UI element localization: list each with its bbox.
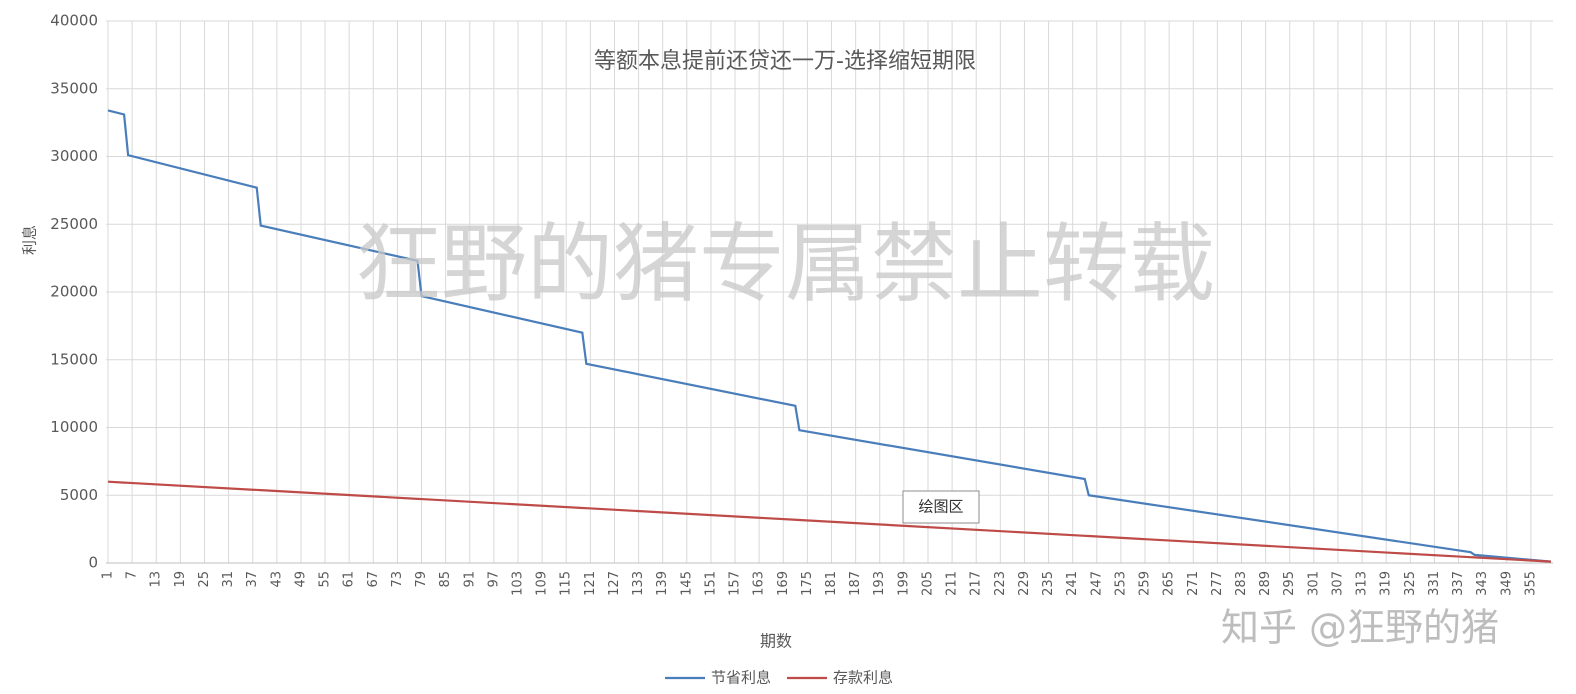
x-tick-label: 199 [896, 571, 911, 596]
x-tick-label: 139 [655, 571, 670, 596]
x-tick-label: 73 [390, 571, 405, 588]
x-tick-label: 19 [173, 571, 188, 588]
x-tick-label: 343 [1475, 571, 1490, 596]
watermark: 狂野的猪专属禁止转载 [355, 214, 1215, 314]
x-tick-label: 85 [438, 571, 453, 588]
x-tick-label: 121 [583, 571, 598, 596]
x-tick-label: 103 [510, 571, 525, 596]
y-tick-label: 15000 [50, 350, 98, 368]
x-tick-label: 217 [969, 571, 984, 596]
x-tick-label: 289 [1258, 571, 1273, 596]
y-tick-label: 25000 [50, 215, 98, 233]
x-tick-label: 307 [1330, 571, 1345, 596]
x-tick-label: 253 [1113, 571, 1128, 596]
series-line [107, 480, 1552, 563]
x-tick-label: 271 [1186, 571, 1201, 596]
zhihu-watermark: 知乎 @狂野的猪 [1221, 606, 1499, 650]
chart-title: 等额本息提前还贷还一万-选择缩短期限 [594, 49, 976, 74]
x-tick-label: 193 [872, 571, 887, 596]
x-tick-label: 61 [342, 571, 357, 588]
x-tick-label: 1 [101, 571, 116, 579]
x-tick-label: 91 [462, 571, 477, 588]
x-tick-label: 259 [1138, 571, 1153, 596]
legend: 节省利息 存款利息 [665, 669, 893, 687]
x-tick-label: 109 [535, 571, 550, 596]
x-tick-label: 25 [197, 571, 212, 588]
x-tick-label: 37 [245, 571, 260, 588]
x-tick-label: 355 [1523, 571, 1538, 596]
x-tick-label: 169 [776, 571, 791, 596]
x-tick-label: 295 [1282, 571, 1297, 596]
x-tick-label: 55 [318, 571, 333, 588]
x-tick-label: 223 [993, 571, 1008, 596]
x-tick-label: 43 [269, 571, 284, 588]
y-tick-label: 0 [88, 554, 98, 572]
grid [106, 20, 1553, 564]
x-tick-label: 97 [486, 571, 501, 588]
legend-label: 节省利息 [711, 669, 771, 687]
x-tick-label: 313 [1355, 571, 1370, 596]
x-tick-label: 181 [824, 571, 839, 596]
x-tick-label: 349 [1499, 571, 1514, 596]
x-tick-label: 13 [149, 571, 164, 588]
y-tick-label: 10000 [50, 418, 98, 436]
x-tick-label: 211 [945, 571, 960, 596]
x-tick-label: 79 [414, 571, 429, 588]
x-tick-label: 241 [1065, 571, 1080, 596]
x-tick-label: 187 [848, 571, 863, 596]
x-tick-label: 145 [679, 571, 694, 596]
x-tick-label: 127 [607, 571, 622, 596]
legend-label: 存款利息 [833, 669, 893, 687]
x-tick-label: 283 [1234, 571, 1249, 596]
x-tick-label: 319 [1379, 571, 1394, 596]
x-tick-label: 301 [1306, 571, 1321, 596]
x-tick-label: 49 [293, 571, 308, 588]
y-tick-label: 30000 [50, 147, 98, 165]
y-tick-label: 35000 [50, 79, 98, 97]
x-tick-label: 205 [920, 571, 935, 596]
x-tick-label: 247 [1089, 571, 1104, 596]
x-tick-label: 331 [1427, 571, 1442, 596]
x-tick-label: 115 [559, 571, 574, 596]
y-axis-label: 利息 [21, 225, 39, 255]
x-axis-label: 期数 [760, 632, 792, 651]
x-tick-label: 277 [1210, 571, 1225, 596]
x-tick-label: 157 [728, 571, 743, 596]
y-tick-label: 5000 [60, 486, 98, 504]
x-tick-label: 229 [1017, 571, 1032, 596]
x-tick-label: 67 [366, 571, 381, 588]
series-line [107, 109, 1552, 563]
y-tick-label: 40000 [50, 12, 98, 30]
y-tick-label: 20000 [50, 283, 98, 301]
x-tick-label: 235 [1041, 571, 1056, 596]
x-tick-label: 31 [221, 571, 236, 588]
tooltip: 绘图区 [918, 498, 963, 516]
x-tick-label: 325 [1403, 571, 1418, 596]
x-tick-label: 265 [1162, 571, 1177, 596]
x-tick-label: 163 [752, 571, 767, 596]
plot [107, 109, 1552, 563]
x-tick-label: 337 [1451, 571, 1466, 596]
x-tick-label: 175 [800, 571, 815, 596]
x-tick-label: 7 [125, 571, 140, 579]
x-tick-label: 151 [703, 571, 718, 596]
x-tick-label: 133 [631, 571, 646, 596]
tooltip-box [902, 490, 980, 524]
